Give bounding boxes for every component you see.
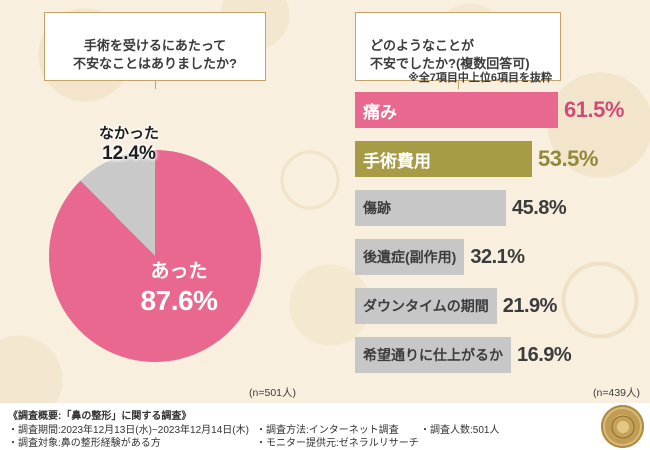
bar-value: 53.5% [538, 146, 598, 171]
bar-row: 痛み 61.5% [355, 92, 645, 128]
pie-slice-label: あった [150, 261, 208, 282]
bar-question-box: どのようなことが 不安でしたか?(複数回答可) [355, 12, 561, 89]
bar-question-text: どのようなことが 不安でしたか?(複数回答可) [370, 38, 530, 72]
bar-label: 手術費用 [363, 151, 431, 171]
bar-value: 61.5% [564, 97, 624, 122]
bar-label: ダウンタイムの期間 [363, 298, 489, 314]
pie-slice-label: なかった [98, 125, 159, 142]
bar-row: 傷跡 45.8% [355, 190, 645, 226]
bar-chart-note: ※全7項目中上位6項目を抜粋 [408, 72, 552, 84]
pie-slice-value: 87.6% [140, 285, 218, 316]
pie-slice-value: 12.4% [102, 143, 156, 164]
pie-question-text: 手術を受けるにあたって 不安なことはありましたか? [73, 38, 237, 72]
bar-label: 後遺症(副作用) [363, 249, 457, 265]
bar: ダウンタイムの期間 [355, 288, 497, 324]
pie-chart-area: なかった 12.4% あった 87.6% [49, 125, 261, 362]
bar: 傷跡 [355, 190, 506, 226]
survey-target: ・調査対象:鼻の整形経験がある方 [8, 438, 161, 449]
bar-chart: 痛み 61.5% 手術費用 53.5% 傷跡 45.8% 後遺症(副作用) 32… [355, 92, 645, 386]
survey-respondents: ・調査人数:501人 [420, 425, 500, 436]
pie-label-nakatta: なかった 12.4% [79, 122, 179, 165]
survey-provider: ・モニター提供元:ゼネラルリサーチ [256, 438, 419, 449]
bar-row: 後遺症(副作用) 32.1% [355, 239, 645, 275]
survey-period: ・調査期間:2023年12月13日(水)~2023年12月14日(木) [8, 425, 249, 436]
bar-value: 45.8% [512, 196, 567, 219]
bar: 希望通りに仕上がるか [355, 337, 511, 373]
pie-sample-size: (n=501人) [249, 387, 296, 399]
brand-logo-icon [601, 405, 644, 448]
survey-footer: 《調査概要:「鼻の整形」に関する調査》 ・調査期間:2023年12月13日(水)… [0, 403, 650, 450]
bar-row: ダウンタイムの期間 21.9% [355, 288, 645, 324]
bar: 後遺症(副作用) [355, 239, 465, 275]
bar: 手術費用 [355, 141, 532, 177]
bar-label: 痛み [363, 102, 397, 122]
bar-label: 傷跡 [363, 200, 391, 216]
bar-row: 希望通りに仕上がるか 16.9% [355, 337, 645, 373]
pie-chart [49, 150, 261, 362]
bar-value: 32.1% [470, 245, 525, 268]
survey-method: ・調査方法:インターネット調査 [256, 425, 399, 436]
pie-question-box: 手術を受けるにあたって 不安なことはありましたか? [44, 12, 266, 89]
bar-value: 16.9% [517, 343, 572, 366]
survey-overview-title: 《調査概要:「鼻の整形」に関する調査》 [8, 411, 192, 422]
bar-row: 手術費用 53.5% [355, 141, 645, 177]
pie-label-atta: あった 87.6% [119, 256, 239, 317]
bar-sample-size: (n=439人) [593, 387, 640, 399]
bar-label: 希望通りに仕上がるか [363, 347, 503, 363]
bar: 痛み [355, 92, 558, 128]
bar-value: 21.9% [502, 294, 558, 317]
